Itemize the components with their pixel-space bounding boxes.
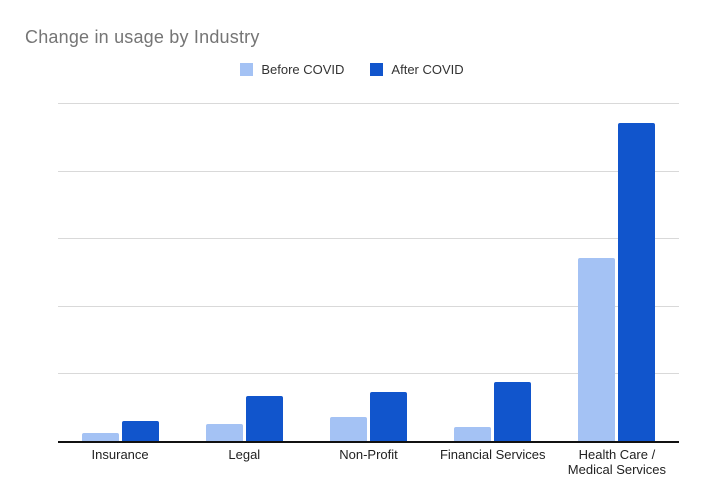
- legend: Before COVID After COVID: [0, 62, 704, 77]
- bar-before-covid: [578, 258, 616, 441]
- bar-group: [431, 103, 555, 441]
- bar-groups: [58, 103, 679, 441]
- bar-group: [306, 103, 430, 441]
- legend-label: Before COVID: [261, 62, 345, 77]
- x-axis-label: Non-Profit: [339, 447, 398, 462]
- bar-before-covid: [205, 424, 243, 441]
- bar-group: [58, 103, 182, 441]
- gridline: [58, 170, 679, 172]
- x-axis-label: Financial Services: [439, 447, 546, 462]
- plot-area: [58, 103, 679, 443]
- bar-group: [555, 103, 679, 441]
- bar-after-covid: [370, 391, 407, 441]
- gridline: [58, 238, 679, 240]
- x-axis-labels: Insurance Legal Non-Profit Financial Servic…: [58, 447, 679, 477]
- x-axis-label: Legal: [228, 447, 261, 462]
- bar-after-covid: [618, 123, 656, 441]
- bar-after-covid: [121, 420, 159, 441]
- bar-before-covid: [454, 427, 492, 441]
- legend-swatch-icon: [370, 63, 384, 76]
- gridline: [58, 103, 679, 104]
- bar-after-covid: [245, 395, 283, 441]
- x-axis-label: Health Care / Medical Services: [567, 447, 667, 477]
- gridline: [58, 305, 679, 307]
- legend-item: Before COVID: [240, 62, 344, 77]
- chart-title: Change in usage by Industry: [25, 27, 260, 47]
- bar-after-covid: [494, 381, 532, 441]
- legend-swatch-icon: [240, 63, 254, 76]
- gridline: [58, 373, 679, 375]
- x-axis-label: Insurance: [91, 447, 149, 462]
- legend-item: After COVID: [370, 62, 464, 77]
- legend-label: After COVID: [391, 62, 464, 77]
- bar-before-covid: [81, 432, 119, 441]
- bar-group: [182, 103, 306, 441]
- bar-before-covid: [330, 416, 367, 441]
